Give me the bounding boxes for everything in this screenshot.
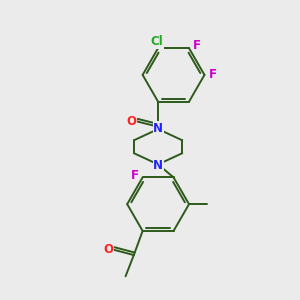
Text: O: O [103,243,113,256]
Text: O: O [127,115,136,128]
Text: F: F [209,68,217,81]
Text: N: N [153,159,163,172]
Text: F: F [193,39,201,52]
Text: F: F [130,169,138,182]
Text: N: N [153,122,163,135]
Text: Cl: Cl [150,35,163,48]
